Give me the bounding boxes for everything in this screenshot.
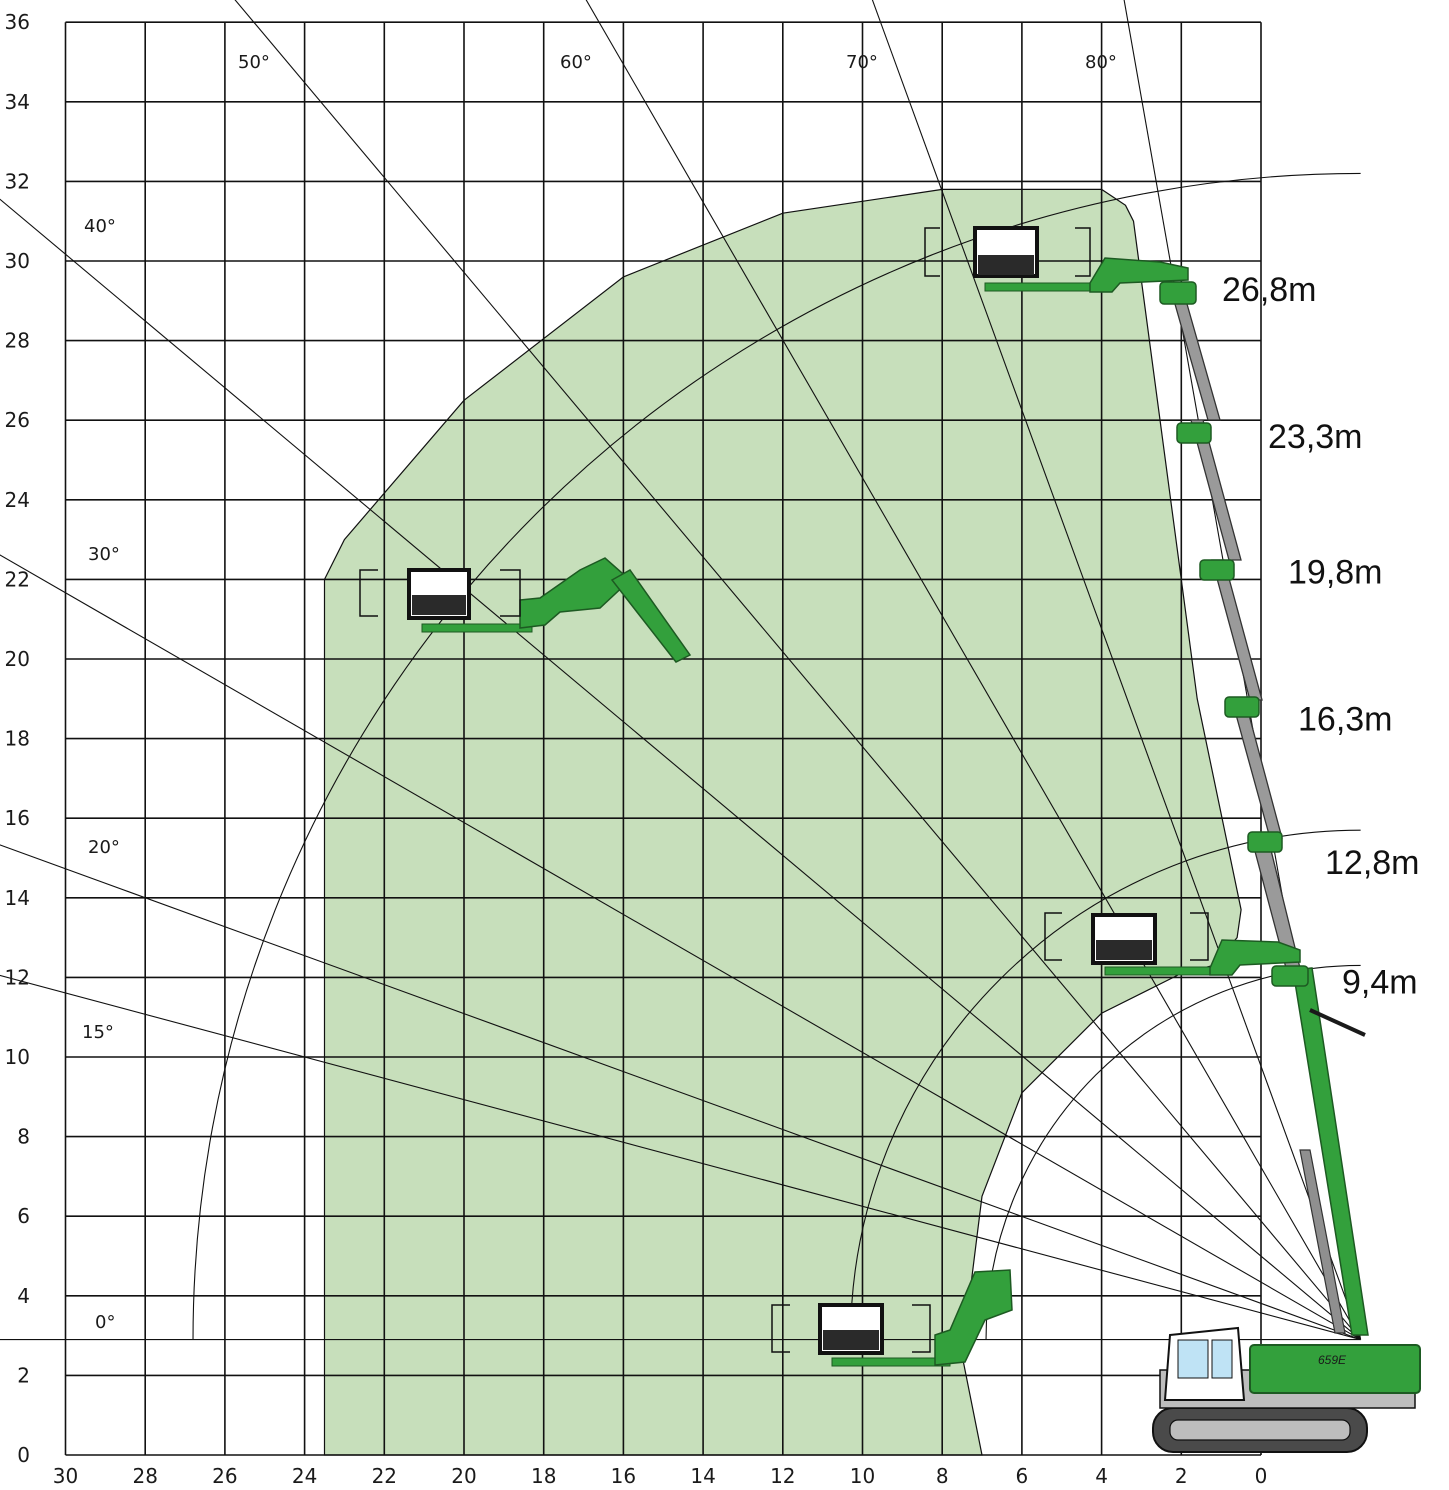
angle-label: 50° bbox=[238, 52, 270, 73]
y-tick-label: 28 bbox=[5, 329, 30, 353]
boom-extension-layer bbox=[1159, 281, 1369, 1336]
y-tick-label: 32 bbox=[5, 169, 30, 193]
y-tick-label: 2 bbox=[17, 1363, 30, 1387]
angle-label: 15° bbox=[82, 1022, 114, 1043]
boom-length-label: 26,8m bbox=[1222, 271, 1317, 309]
boom-sections bbox=[1170, 289, 1369, 1336]
x-tick-label: 22 bbox=[372, 1464, 397, 1488]
angle-label: 0° bbox=[95, 1312, 115, 1333]
boom-length-label: 16,3m bbox=[1298, 701, 1393, 739]
angle-label: 60° bbox=[560, 52, 592, 73]
y-tick-label: 14 bbox=[5, 886, 30, 910]
platform-bottom bbox=[771, 1269, 1013, 1367]
x-tick-label: 0 bbox=[1255, 1464, 1268, 1488]
angle-label: 40° bbox=[84, 216, 116, 237]
boom-length-label: 19,8m bbox=[1288, 553, 1383, 591]
machine-model-label: 659E bbox=[1318, 1353, 1347, 1367]
x-tick-label: 10 bbox=[850, 1464, 875, 1488]
boom-length-label: 9,4m bbox=[1342, 963, 1418, 1001]
x-tick-label: 2 bbox=[1175, 1464, 1188, 1488]
y-tick-label: 34 bbox=[5, 90, 30, 114]
angle-ray bbox=[0, 844, 1361, 1341]
angle-label: 70° bbox=[846, 52, 878, 73]
crawler-track bbox=[1152, 1407, 1368, 1453]
x-tick-label: 14 bbox=[690, 1464, 715, 1488]
x-tick-label: 12 bbox=[770, 1464, 795, 1488]
y-tick-label: 12 bbox=[5, 965, 30, 989]
angle-ray bbox=[585, 0, 1362, 1340]
y-tick-label: 30 bbox=[5, 249, 30, 273]
x-tick-label: 24 bbox=[292, 1464, 317, 1488]
x-tick-label: 8 bbox=[936, 1464, 949, 1488]
boom-length-label: 23,3m bbox=[1268, 418, 1363, 456]
y-tick-label: 8 bbox=[17, 1125, 30, 1149]
axis-layer: 30 28 26 24 22 20 18 16 14 12 10 8 6 4 2 00246810121416… bbox=[5, 10, 1268, 1488]
angle-ray bbox=[0, 974, 1361, 1341]
y-tick-label: 26 bbox=[5, 408, 30, 432]
x-tick-label: 26 bbox=[212, 1464, 237, 1488]
y-tick-label: 18 bbox=[5, 727, 30, 751]
platform-mid-left bbox=[359, 557, 692, 663]
platform-top bbox=[924, 226, 1189, 293]
label-layer: 0° 15° 20° 30° 40° 50° 60° 70° 80° 26,8m 23,3m 19,8… bbox=[82, 52, 1420, 1333]
operator-cab bbox=[1163, 1326, 1246, 1401]
y-tick-label: 4 bbox=[17, 1284, 30, 1308]
y-tick-label: 22 bbox=[5, 567, 30, 591]
y-tick-label: 36 bbox=[5, 10, 30, 34]
x-tick-label: 28 bbox=[132, 1464, 157, 1488]
x-tick-label: 20 bbox=[451, 1464, 476, 1488]
angle-ray bbox=[0, 554, 1361, 1341]
platform-layer bbox=[359, 226, 1301, 1367]
y-tick-label: 20 bbox=[5, 647, 30, 671]
x-tick-label: 30 bbox=[53, 1464, 78, 1488]
x-tick-label: 4 bbox=[1095, 1464, 1108, 1488]
x-tick-label: 6 bbox=[1016, 1464, 1029, 1488]
angle-ray bbox=[234, 0, 1362, 1340]
reach-arc bbox=[192, 172, 1361, 1340]
angle-label: 20° bbox=[88, 837, 120, 858]
angle-label: 30° bbox=[88, 544, 120, 565]
angle-label: 80° bbox=[1085, 52, 1117, 73]
y-tick-label: 6 bbox=[17, 1204, 30, 1228]
reach-arc bbox=[849, 829, 1361, 1340]
y-tick-label: 24 bbox=[5, 488, 30, 512]
boom-length-label: 12,8m bbox=[1325, 844, 1420, 882]
y-tick-label: 16 bbox=[5, 806, 30, 830]
y-tick-label: 0 bbox=[17, 1443, 30, 1467]
x-tick-label: 18 bbox=[531, 1464, 556, 1488]
machine-layer: 659E bbox=[1152, 1326, 1421, 1453]
x-tick-label: 16 bbox=[611, 1464, 636, 1488]
boom-heads bbox=[1159, 281, 1309, 987]
grid-layer bbox=[64, 21, 1262, 1456]
y-tick-label: 10 bbox=[5, 1045, 30, 1069]
platform-right bbox=[1044, 912, 1301, 976]
